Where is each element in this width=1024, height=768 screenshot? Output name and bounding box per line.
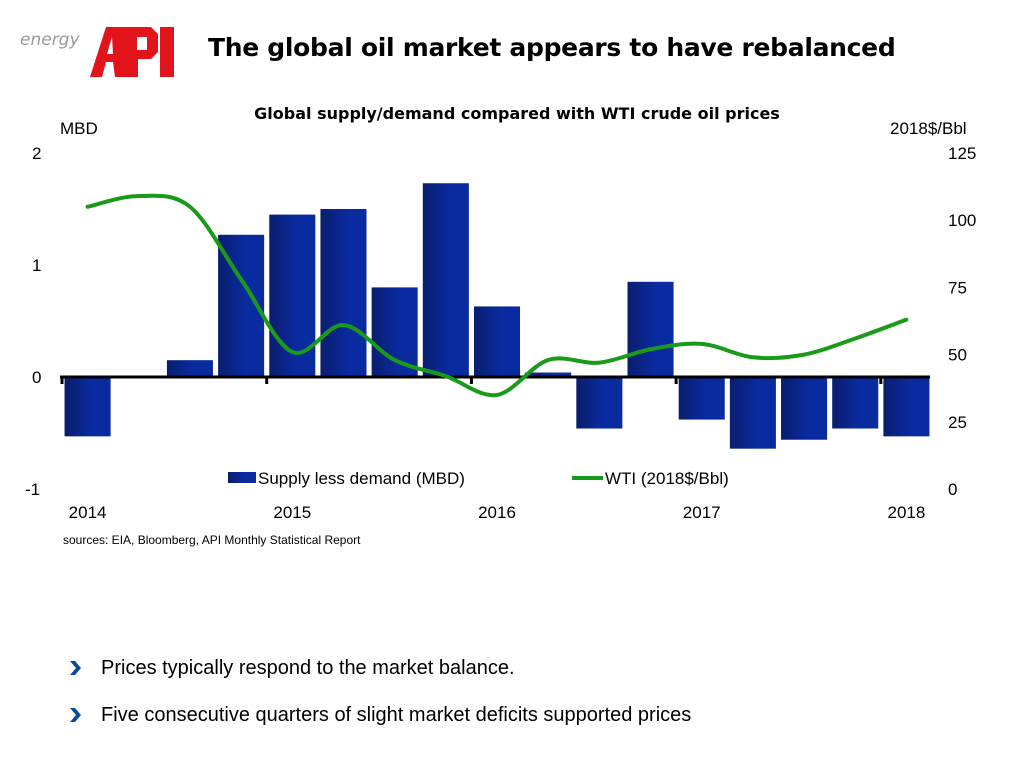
bullet-item: Prices typically respond to the market b…	[66, 654, 691, 682]
legend-swatch-supply	[228, 472, 256, 483]
legend-label-wti: WTI (2018$/Bbl)	[605, 469, 729, 488]
y2-tick-label: 50	[948, 346, 967, 365]
slide-title: The global oil market appears to have re…	[208, 33, 896, 62]
y2-tick-label: 25	[948, 413, 967, 432]
y-tick-label: 0	[32, 368, 41, 387]
y-tick-label: -1	[25, 480, 40, 499]
bar	[576, 377, 623, 429]
source-note: sources: EIA, Bloomberg, API Monthly Sta…	[63, 533, 361, 547]
bullet-item: Five consecutive quarters of slight mark…	[66, 701, 691, 729]
bar	[627, 281, 674, 377]
y2-tick-label: 75	[948, 278, 967, 297]
bullet-text: Five consecutive quarters of slight mark…	[101, 703, 692, 726]
y2-tick-label: 125	[948, 144, 976, 163]
y2-tick-label: 100	[948, 211, 976, 230]
chart: MBD 2018$/Bbl 2 1 0 -1 125 100 75 50 25 0 Supply…	[25, 119, 976, 522]
bar	[320, 209, 367, 377]
chevron-right-icon	[70, 708, 81, 722]
bar	[883, 377, 930, 437]
logo-energy-text: energy	[20, 30, 80, 50]
bar	[678, 377, 725, 420]
bar	[371, 287, 418, 377]
left-axis-label: MBD	[60, 119, 98, 138]
x-tick-label: 2017	[683, 503, 721, 522]
bar	[729, 377, 776, 449]
bar	[64, 377, 111, 437]
bar	[473, 306, 521, 377]
bar	[781, 377, 828, 440]
x-tick-label: 2014	[69, 503, 107, 522]
bar	[166, 360, 213, 377]
api-logo: energy	[18, 24, 178, 80]
legend: Supply less demand (MBD) WTI (2018$/Bbl)	[228, 469, 729, 488]
api-logo-mark	[90, 27, 174, 77]
x-tick-label: 2018	[887, 503, 925, 522]
chart-title: Global supply/demand compared with WTI c…	[254, 104, 780, 123]
y2-tick-label: 0	[948, 480, 957, 499]
y-tick-label: 2	[32, 144, 41, 163]
wti-line	[85, 193, 909, 398]
bar	[832, 377, 879, 429]
legend-label-supply: Supply less demand (MBD)	[258, 469, 465, 488]
chevron-right-icon	[67, 660, 83, 676]
bar	[422, 183, 469, 377]
bullet-list: Prices typically respond to the market b…	[66, 654, 691, 748]
bar	[525, 372, 572, 377]
right-axis-label: 2018$/Bbl	[890, 119, 967, 138]
x-tick-label: 2016	[478, 503, 516, 522]
bullet-text: Prices typically respond to the market b…	[101, 656, 515, 679]
x-tick-label: 2015	[273, 503, 311, 522]
y-tick-label: 1	[32, 256, 41, 275]
